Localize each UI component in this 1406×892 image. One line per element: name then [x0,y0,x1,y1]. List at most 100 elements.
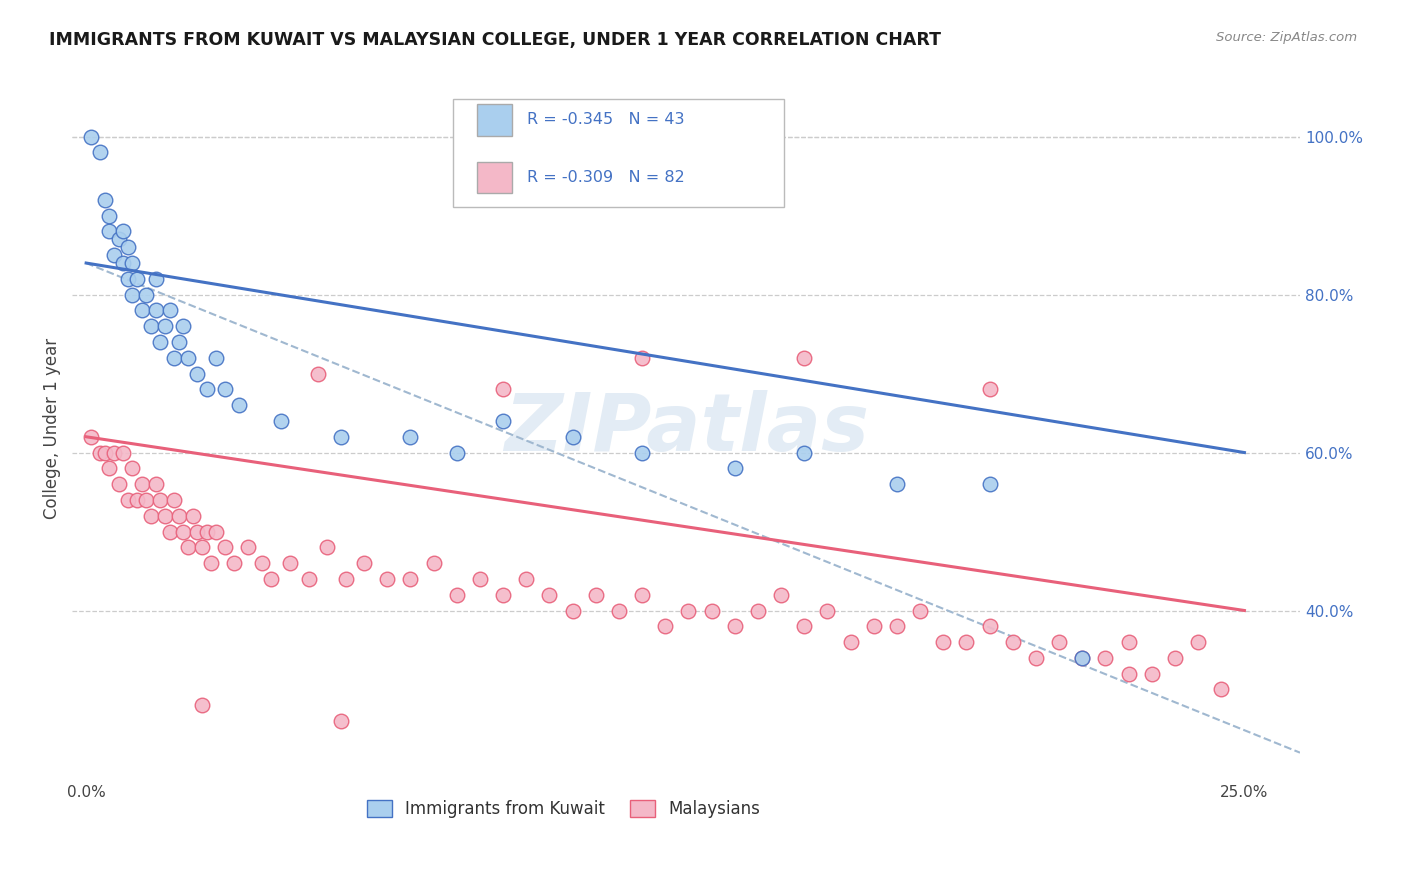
Point [200,556,222,570]
Point [399,430,422,444]
Text: R = -0.309   N = 82: R = -0.309 N = 82 [526,170,685,186]
Point [139,508,162,523]
Point [159,303,181,318]
Point [932,635,955,649]
Point [214,541,236,555]
Point [117,240,139,254]
Point [278,556,301,570]
Point [1118,635,1140,649]
Point [167,508,190,523]
Point [181,508,204,523]
Point [585,588,607,602]
Point [979,619,1001,633]
Point [238,541,260,555]
Point [908,603,931,617]
Point [329,714,352,728]
Bar [478,161,512,194]
Point [135,287,157,301]
Point [131,303,153,318]
Point [979,477,1001,491]
Point [399,572,422,586]
Text: Source: ZipAtlas.com: Source: ZipAtlas.com [1216,31,1357,45]
FancyBboxPatch shape [453,98,785,208]
Point [93,193,115,207]
Point [297,572,319,586]
Point [770,588,793,602]
Point [159,524,181,539]
Point [979,383,1001,397]
Point [145,477,167,491]
Point [205,351,228,365]
Point [375,572,398,586]
Point [1001,635,1024,649]
Point [112,445,135,459]
Point [149,492,172,507]
Point [195,383,218,397]
Point [195,524,218,539]
Point [492,414,515,428]
Point [103,445,125,459]
Point [839,635,862,649]
Point [167,334,190,349]
Point [163,351,186,365]
Point [112,256,135,270]
Point [747,603,769,617]
Point [724,461,747,475]
Point [112,224,135,238]
Point [446,445,468,459]
Point [135,492,157,507]
Point [515,572,537,586]
Point [492,383,515,397]
Point [93,445,115,459]
Point [270,414,292,428]
Point [127,272,149,286]
Point [793,619,815,633]
Point [1071,651,1094,665]
Point [1140,666,1163,681]
Point [98,461,121,475]
Point [561,430,583,444]
Point [422,556,444,570]
Point [186,524,208,539]
Point [335,572,357,586]
Point [329,430,352,444]
Point [1025,651,1047,665]
Point [191,698,214,713]
Point [80,129,103,144]
Point [117,272,139,286]
Point [163,492,186,507]
Point [793,445,815,459]
Point [121,461,143,475]
Text: IMMIGRANTS FROM KUWAIT VS MALAYSIAN COLLEGE, UNDER 1 YEAR CORRELATION CHART: IMMIGRANTS FROM KUWAIT VS MALAYSIAN COLL… [49,31,941,49]
Point [80,430,103,444]
Point [1164,651,1187,665]
Bar [478,104,512,136]
Point [886,477,908,491]
Point [607,603,630,617]
Point [153,319,176,334]
Point [724,619,747,633]
Point [177,541,200,555]
Point [149,334,172,349]
Point [353,556,375,570]
Point [561,603,583,617]
Point [191,541,214,555]
Point [446,588,468,602]
Point [260,572,283,586]
Point [316,541,339,555]
Point [98,209,121,223]
Point [886,619,908,633]
Point [631,588,654,602]
Point [89,145,111,160]
Text: R = -0.345   N = 43: R = -0.345 N = 43 [526,112,683,128]
Point [492,588,515,602]
Point [862,619,884,633]
Point [1047,635,1070,649]
Point [107,477,129,491]
Point [205,524,228,539]
Point [214,383,236,397]
Point [177,351,200,365]
Point [172,319,194,334]
Text: ZIPatlas: ZIPatlas [503,390,869,468]
Point [307,367,329,381]
